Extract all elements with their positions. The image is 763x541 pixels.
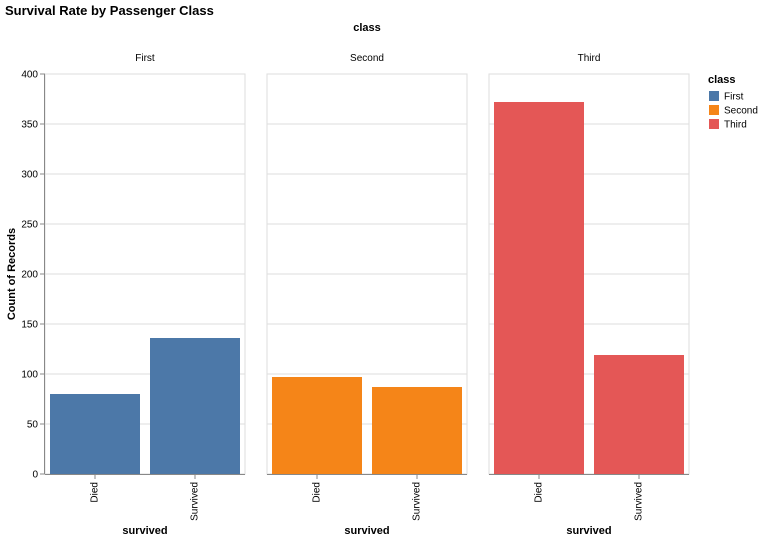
legend-swatch-third — [709, 119, 719, 129]
bar-second-died — [272, 377, 362, 474]
y-tick-label: 300 — [21, 170, 38, 181]
bar-third-died — [494, 102, 584, 474]
x-tick-label: Survived — [190, 482, 201, 521]
facet-label: Third — [578, 53, 601, 64]
legend-swatch-second — [709, 105, 719, 115]
y-tick-label: 150 — [21, 320, 38, 331]
facet-label: First — [135, 53, 155, 64]
facet-panel-second: Second Died Survived survived — [266, 53, 468, 537]
y-tick-label: 50 — [27, 420, 39, 431]
legend-label-third: Third — [724, 120, 747, 131]
x-axis-title: survived — [344, 525, 389, 537]
y-tick-label: 350 — [21, 120, 38, 131]
x-axis-title: survived — [566, 525, 611, 537]
bar-first-died — [50, 394, 140, 474]
bar-first-survived — [150, 338, 240, 474]
chart-title: Survival Rate by Passenger Class — [5, 3, 214, 18]
y-tick-label: 200 — [21, 270, 38, 281]
legend-title: class — [708, 74, 736, 86]
facet-panels: First Died Survived survived Second Died Survi… — [21, 53, 690, 537]
facet-panel-third: Third Died Survived survived — [488, 53, 690, 537]
legend-swatch-first — [709, 91, 719, 101]
legend-label-second: Second — [724, 106, 758, 117]
y-tick-label: 100 — [21, 370, 38, 381]
y-axis-title: Count of Records — [6, 228, 18, 320]
y-tick-label: 250 — [21, 220, 38, 231]
x-axis-title: survived — [122, 525, 167, 537]
y-tick-label: 400 — [21, 70, 38, 81]
facet-header: class — [353, 22, 381, 34]
facet-panel-first: First Died Survived survived — [44, 53, 246, 537]
x-tick-label: Survived — [634, 482, 645, 521]
bar-second-survived — [372, 387, 462, 474]
facet-label: Second — [350, 53, 384, 64]
bar-third-survived — [594, 355, 684, 474]
y-tick-label: 0 — [32, 470, 38, 481]
y-axis: 0 50 100 150 200 250 300 350 400 — [21, 70, 45, 481]
x-tick-label: Died — [534, 482, 545, 503]
x-tick-label: Survived — [412, 482, 423, 521]
x-tick-label: Died — [312, 482, 323, 503]
x-tick-label: Died — [90, 482, 101, 503]
legend-label-first: First — [724, 92, 744, 103]
legend: class First Second Third — [708, 74, 758, 131]
